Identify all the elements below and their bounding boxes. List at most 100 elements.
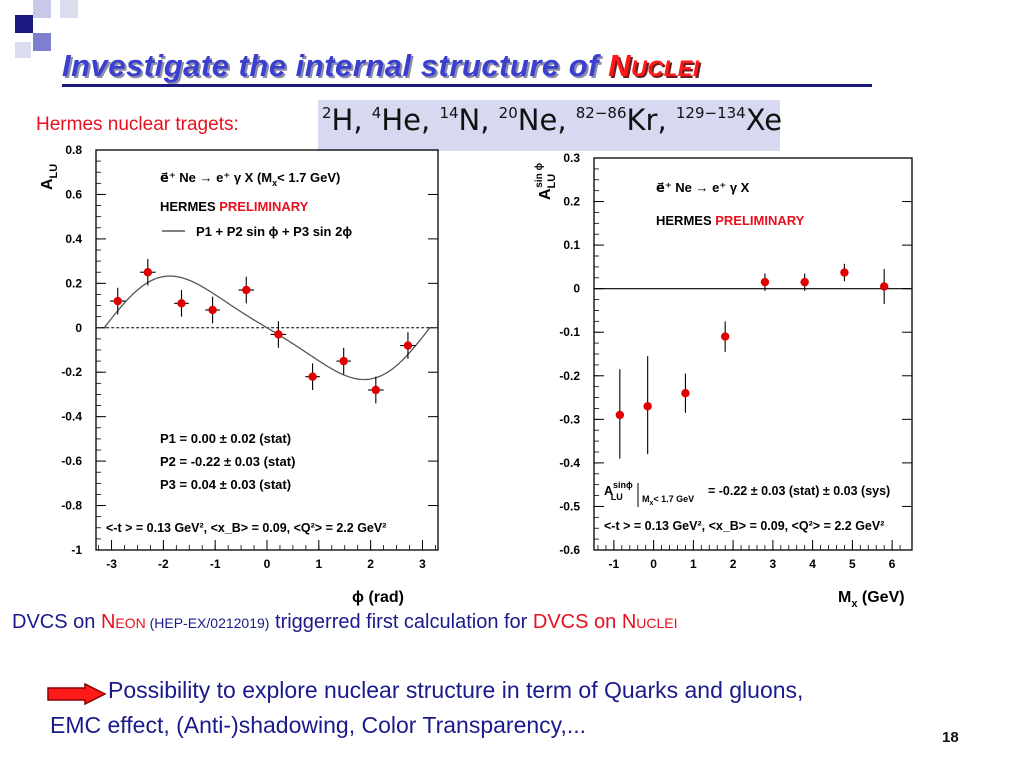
data-point: [208, 305, 217, 315]
data-point: [274, 330, 283, 339]
result-cut-sub: x: [650, 500, 654, 507]
data-point: [879, 282, 889, 291]
result-label: Asinϕ LU: [604, 480, 633, 502]
nucleus-mass: 20: [498, 104, 518, 122]
kinematics-label: <-t > = 0.13 GeV², <x_B> = 0.09, <Q²> = …: [604, 519, 884, 533]
legend-hermes: HERMES PRELIMINARY: [160, 199, 309, 214]
y-tick-label: -0.4: [61, 410, 82, 424]
y-tick-label: 0.2: [563, 195, 580, 209]
x-tick-label: 6: [889, 557, 896, 571]
slide-title: Investigate the internal structure of Nu…: [62, 48, 700, 84]
nucleus-mass: 129−134: [675, 104, 746, 122]
x-tick-label: 5: [849, 557, 856, 571]
y-tick-label: 0: [75, 321, 82, 335]
data-point: [643, 402, 652, 411]
possibility-text-line2: EMC effect, (Anti-)shadowing, Color Tran…: [50, 712, 587, 738]
result-cut-m: M: [642, 494, 650, 504]
y-axis-label-main: A: [39, 178, 56, 190]
y-tick-label: -0.1: [559, 325, 580, 339]
corner-square-blue: [33, 33, 51, 51]
x-tick-label: 2: [730, 557, 737, 571]
x-axis-label-end: (GeV): [857, 589, 904, 606]
nuclei-word: Nuclei: [621, 611, 678, 633]
y-tick-label: 0.2: [65, 276, 82, 290]
nucleus-kr: 82−86Kr: [576, 103, 658, 137]
corner-square-light: [60, 0, 78, 18]
y-tick-label: -0.6: [559, 543, 580, 557]
x-tick-label: -1: [609, 557, 620, 571]
x-tick-label: 3: [419, 557, 426, 571]
x-axis-label: ϕ (rad): [352, 589, 404, 606]
title-main: Investigate the internal structure of: [62, 48, 609, 83]
x-axis-label-sub: x: [851, 598, 858, 610]
y-tick-label: 0: [573, 282, 580, 296]
hermes-label: HERMES: [656, 213, 715, 228]
right-arrow-icon: [47, 683, 107, 705]
data-point: [113, 296, 122, 306]
y-tick-label: -0.5: [559, 499, 580, 513]
result-sub: LU: [611, 492, 623, 502]
nucleus-n: 14N: [439, 103, 480, 137]
data-point: [143, 268, 153, 277]
data-point: [615, 410, 625, 420]
x-tick-label: 4: [809, 557, 816, 571]
data-point: [681, 389, 690, 398]
fit-param-label: P1 = 0.00 ± 0.02 (stat): [160, 431, 291, 446]
title-underline: [62, 84, 872, 87]
preliminary-label: PRELIMINARY: [219, 199, 308, 214]
nucleus-h: 2H: [322, 103, 353, 137]
result-cut-end: < 1.7 GeV: [653, 494, 694, 504]
nucleus-symbol: N: [458, 103, 481, 137]
data-point: [242, 285, 251, 295]
x-tick-label: 1: [690, 557, 697, 571]
data-point: [800, 277, 809, 287]
x-tick-label: 0: [264, 557, 271, 571]
hep-reference: (HEP-EX/0212019): [145, 615, 270, 631]
y-axis-label: ALU: [39, 164, 60, 190]
legend-fit-label: P1 + P2 sin ϕ + P3 sin 2ϕ: [196, 224, 352, 239]
data-point: [371, 385, 381, 395]
data-point: [403, 341, 413, 350]
y-tick-label: 0.4: [65, 232, 82, 246]
nuclear-targets-label: Hermes nuclear tragets:: [36, 114, 239, 135]
y-axis-label-sub: LU: [48, 164, 60, 179]
data-point: [177, 299, 186, 308]
nucleus-he: 4He: [372, 103, 421, 137]
y-tick-label: 0.6: [65, 187, 82, 201]
x-tick-label: 0: [650, 557, 657, 571]
page-number: 18: [942, 729, 959, 746]
nucleus-separator: ,: [557, 103, 576, 137]
x-tick-label: 1: [315, 557, 322, 571]
nucleus-symbol: H: [331, 103, 354, 137]
nucleus-separator: ,: [480, 103, 499, 137]
fit-param-label: P3 = 0.04 ± 0.03 (stat): [160, 477, 291, 492]
result-cut: Mx< 1.7 GeV: [642, 494, 694, 507]
dvcs-neon-text: DVCS on Neon (HEP-EX/0212019) triggerred…: [12, 611, 678, 634]
result-a: A: [604, 484, 613, 498]
nucleus-mass: 82−86: [575, 104, 627, 122]
possibility-text-line1: Possibility to explore nuclear structure…: [108, 677, 804, 703]
nucleus-symbol: He: [381, 103, 421, 137]
y-axis-label: ALUsin ϕ: [534, 163, 558, 200]
kinematics-label: <-t > = 0.13 GeV², <x_B> = 0.09, <Q²> = …: [106, 521, 386, 535]
data-point: [760, 277, 770, 287]
corner-square-lavender: [33, 0, 51, 18]
dvcs-on-nuclei-text: DVCS on: [532, 611, 622, 633]
hermes-label: HERMES: [160, 199, 219, 214]
nucleus-symbol: Ne: [517, 103, 558, 137]
y-tick-label: -0.2: [61, 365, 82, 379]
y-axis-label-sub: LU: [546, 174, 558, 189]
x-tick-label: -2: [158, 557, 169, 571]
nucleus-separator: ,: [353, 103, 372, 137]
y-axis-label-main: A: [537, 188, 554, 200]
nucleus-ne: 20Ne: [499, 103, 558, 137]
nucleus-symbol: Xe: [745, 103, 783, 137]
legend-reaction-end: < 1.7 GeV): [277, 170, 340, 185]
y-tick-label: -0.8: [61, 499, 82, 513]
y-tick-label: 0.1: [563, 238, 580, 252]
neon-text: Neon: [100, 611, 146, 633]
corner-square-light-2: [15, 42, 31, 58]
y-tick-label: 0.8: [65, 143, 82, 157]
x-axis-label: Mx (GeV): [838, 589, 905, 610]
nucleus-mass: 14: [439, 104, 459, 122]
